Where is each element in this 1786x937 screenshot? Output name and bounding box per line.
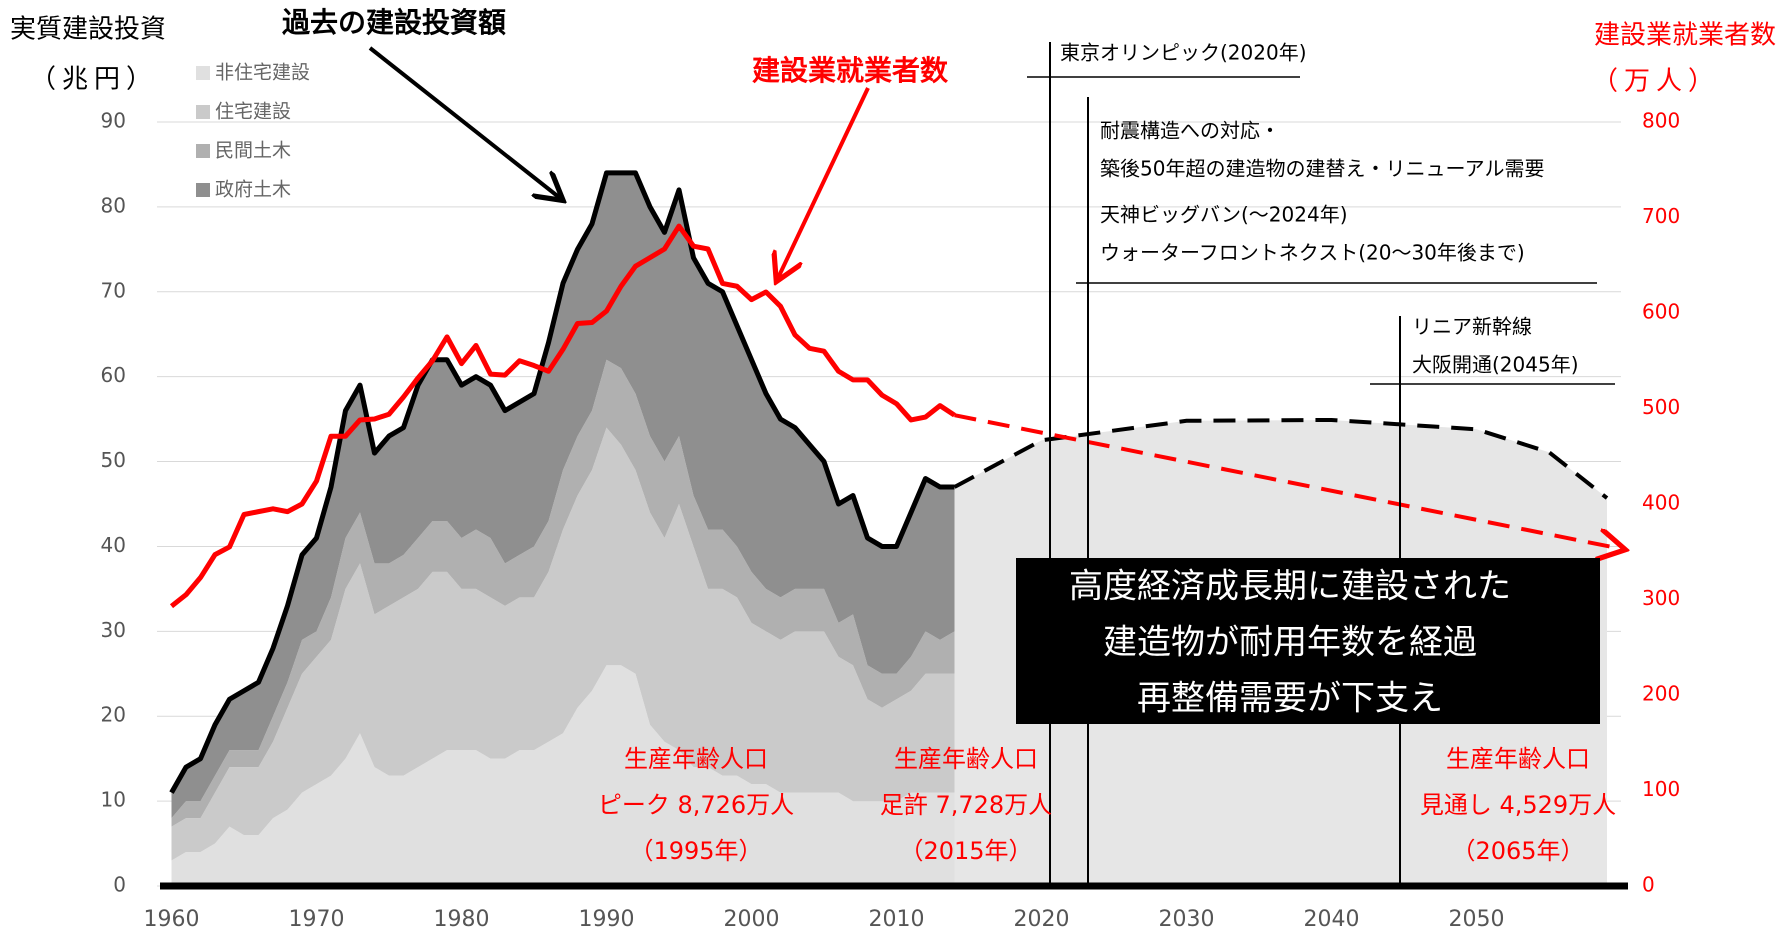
y-tick-label: 40 — [101, 533, 126, 557]
outlook-line — [953, 417, 1609, 500]
y-tick-label: 10 — [101, 788, 126, 812]
event-label: 大阪開通(2045年) — [1412, 353, 1579, 377]
y-axis-title: （兆円） — [30, 65, 158, 95]
x-tick-label: 2040 — [1304, 907, 1360, 932]
y2-tick-label: 700 — [1642, 204, 1680, 228]
x-tick-label: 1970 — [289, 907, 345, 932]
x-tick-label: 2000 — [724, 907, 780, 932]
event-label: 天神ビッグバン(～2024年) — [1100, 203, 1348, 227]
legend-swatch — [196, 183, 210, 197]
arrow — [778, 87, 870, 278]
y2-tick-label: 200 — [1642, 682, 1680, 706]
event-label: 耐震構造への対応・ — [1100, 119, 1280, 143]
y2-tick-label: 0 — [1642, 873, 1655, 897]
y-tick-label: 20 — [101, 703, 126, 727]
y2-axis-title: （万人） — [1592, 67, 1720, 97]
y2-tick-label: 300 — [1642, 586, 1680, 610]
x-tick-label: 2050 — [1449, 907, 1505, 932]
legend-label: 民間土木 — [215, 140, 291, 162]
x-tick-label: 2010 — [869, 907, 925, 932]
series-callout: 過去の建設投資額 — [282, 6, 506, 39]
y-tick-label: 0 — [113, 873, 126, 897]
y2-tick-label: 100 — [1642, 777, 1680, 801]
legend-swatch — [196, 66, 210, 80]
population-label: 生産年齢人口 — [624, 745, 768, 773]
series-callout: 建設業就業者数 — [752, 54, 949, 87]
y-tick-label: 70 — [101, 278, 126, 302]
event-label: 築後50年超の建造物の建替え・リニューアル需要 — [1100, 157, 1544, 181]
population-label: （1995年） — [629, 837, 762, 865]
callout-box — [1016, 558, 1600, 724]
workers-line — [169, 223, 956, 609]
plot — [160, 170, 1628, 890]
x-tick-label: 2030 — [1159, 907, 1215, 932]
area — [171, 359, 955, 827]
legend-swatch — [196, 144, 210, 158]
legend-label: 政府土木 — [215, 179, 291, 201]
x-tick-label: 1960 — [144, 907, 200, 932]
x-tick-label: 2020 — [1014, 907, 1070, 932]
arrow — [368, 46, 560, 198]
total-outline — [169, 170, 955, 794]
callout-text: 建造物が耐用年数を経過 — [1103, 623, 1477, 663]
population-label: 見通し 4,529万人 — [1420, 791, 1616, 819]
y-tick-label: 80 — [101, 193, 126, 217]
area — [171, 172, 955, 819]
callout-text: 再整備需要が下支え — [1137, 679, 1443, 719]
y-tick-label: 30 — [101, 618, 126, 642]
population-label: 生産年齢人口 — [1446, 745, 1590, 773]
x-tick-label: 1980 — [434, 907, 490, 932]
y-axis-title: 実質建設投資 — [10, 15, 166, 45]
y2-tick-label: 600 — [1642, 300, 1680, 324]
y2-tick-label: 400 — [1642, 491, 1680, 515]
event-label: リニア新幹線 — [1412, 315, 1532, 339]
population-label: ピーク 8,726万人 — [598, 791, 794, 819]
population-label: 足許 7,728万人 — [880, 791, 1052, 819]
annotations: 過去の建設投資額建設業就業者数高度経済成長期に建設された建造物が耐用年数を経過再… — [282, 6, 1616, 886]
y-tick-label: 90 — [101, 109, 126, 133]
y-tick-label: 50 — [101, 448, 126, 472]
callout-text: 高度経済成長期に建設された — [1069, 567, 1511, 607]
y2-tick-label: 800 — [1642, 109, 1680, 133]
y-tick-label: 60 — [101, 363, 126, 387]
area — [171, 427, 955, 861]
legend-label: 住宅建設 — [215, 101, 291, 123]
population-label: 生産年齢人口 — [894, 745, 1038, 773]
population-label: （2065年） — [1451, 837, 1584, 865]
y2-axis-title: 建設業就業者数 — [1594, 21, 1776, 51]
legend-swatch — [196, 105, 210, 119]
y2-tick-label: 500 — [1642, 395, 1680, 419]
event-label: 東京オリンピック(2020年) — [1060, 41, 1307, 65]
event-label: ウォーターフロントネクスト(20～30年後まで) — [1100, 241, 1525, 265]
population-label: （2015年） — [899, 837, 1032, 865]
legend-label: 非住宅建設 — [215, 62, 310, 84]
area — [171, 665, 955, 886]
x-tick-label: 1990 — [579, 907, 635, 932]
workers-projection — [954, 413, 1622, 549]
